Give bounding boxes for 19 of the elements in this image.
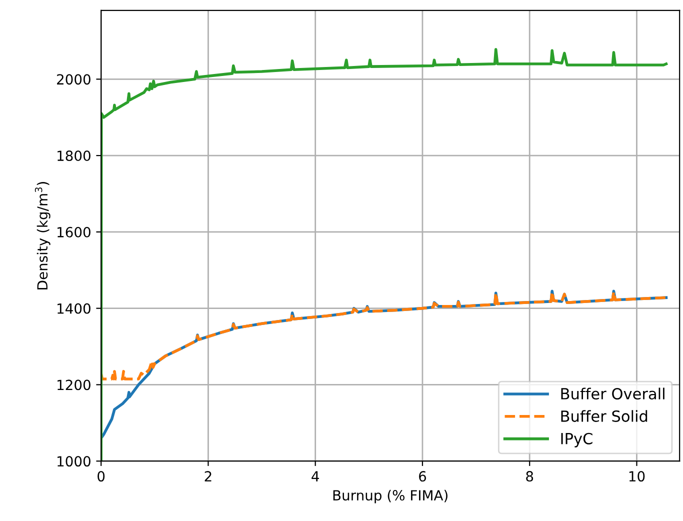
line-series bbox=[101, 48, 668, 462]
y-tick-label: 1800 bbox=[58, 150, 90, 162]
y-tick-label: 1600 bbox=[58, 226, 90, 238]
legend-label: IPyC bbox=[561, 432, 592, 448]
y-tick-label: 1400 bbox=[58, 303, 90, 314]
y-axis-title: Density (kg/m$^{3}$) bbox=[34, 182, 50, 290]
y-tick-label: 1200 bbox=[58, 380, 90, 390]
y-tick-label: 2000 bbox=[57, 74, 90, 85]
legend-label: Buffer Overall bbox=[561, 388, 664, 400]
x-tick-label: 6 bbox=[419, 471, 426, 482]
line-series bbox=[101, 290, 668, 380]
x-tick-label: 8 bbox=[526, 471, 534, 482]
x-tick-label: 4 bbox=[312, 471, 319, 482]
x-axis-title: Burnup (% FIMA) bbox=[333, 490, 448, 504]
x-tick-label: 2 bbox=[204, 471, 212, 482]
x-tick-label: 10 bbox=[629, 471, 645, 482]
x-tick-label: 0 bbox=[98, 471, 105, 482]
legend-label: Buffer Solid bbox=[561, 410, 648, 422]
y-tick-label: 1000 bbox=[58, 456, 90, 467]
